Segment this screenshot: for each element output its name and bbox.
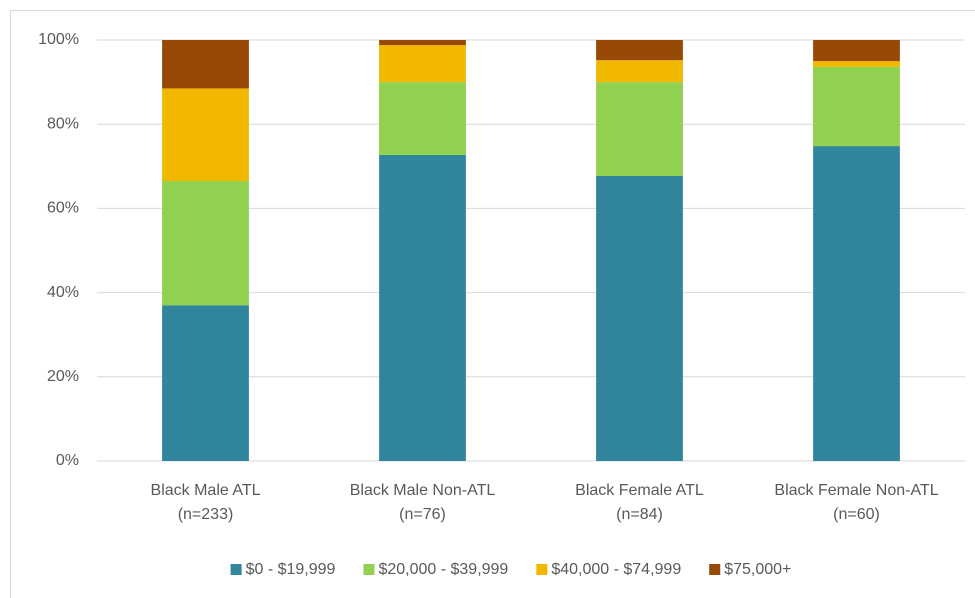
bar-segment xyxy=(379,45,466,83)
legend-label: $40,000 - $74,999 xyxy=(551,561,681,578)
bar-segment xyxy=(162,88,249,182)
bar-segment xyxy=(596,40,683,61)
x-tick-label: (n=60) xyxy=(833,506,880,523)
bar-segment xyxy=(596,82,683,176)
bar-segment xyxy=(596,175,683,461)
x-tick-label: Black Male Non-ATL xyxy=(350,482,496,499)
bar-segment xyxy=(379,154,466,462)
x-tick-label: (n=84) xyxy=(616,506,663,523)
bar-segment xyxy=(162,40,249,89)
bar-segment xyxy=(162,305,249,461)
bar-segment xyxy=(813,146,900,462)
x-tick-label: (n=233) xyxy=(178,506,234,523)
legend-label: $75,000+ xyxy=(724,561,791,578)
chart-border xyxy=(10,10,975,598)
y-tick-label: 40% xyxy=(47,284,79,301)
y-tick-label: 100% xyxy=(38,31,79,48)
y-tick-label: 20% xyxy=(47,368,79,385)
legend-swatch xyxy=(363,564,375,575)
bar-segment xyxy=(813,40,900,62)
x-tick-label: Black Male ATL xyxy=(151,482,261,499)
bar-segment xyxy=(596,60,683,83)
x-tick-label: Black Female Non-ATL xyxy=(774,482,938,499)
legend-swatch xyxy=(230,564,242,575)
bar-segment xyxy=(379,82,466,155)
legend-swatch xyxy=(536,564,548,575)
x-tick-label: (n=76) xyxy=(399,506,446,523)
legend-swatch xyxy=(709,564,721,575)
legend-label: $20,000 - $39,999 xyxy=(378,561,508,578)
bar-segment xyxy=(813,61,900,67)
legend-label: $0 - $19,999 xyxy=(246,561,336,578)
y-tick-label: 60% xyxy=(47,200,79,217)
x-tick-label: Black Female ATL xyxy=(575,482,704,499)
y-tick-label: 0% xyxy=(56,452,79,469)
bar-segment xyxy=(813,66,900,147)
y-tick-label: 80% xyxy=(47,115,79,132)
bar-segment xyxy=(379,40,466,46)
bar-segment xyxy=(162,181,249,306)
